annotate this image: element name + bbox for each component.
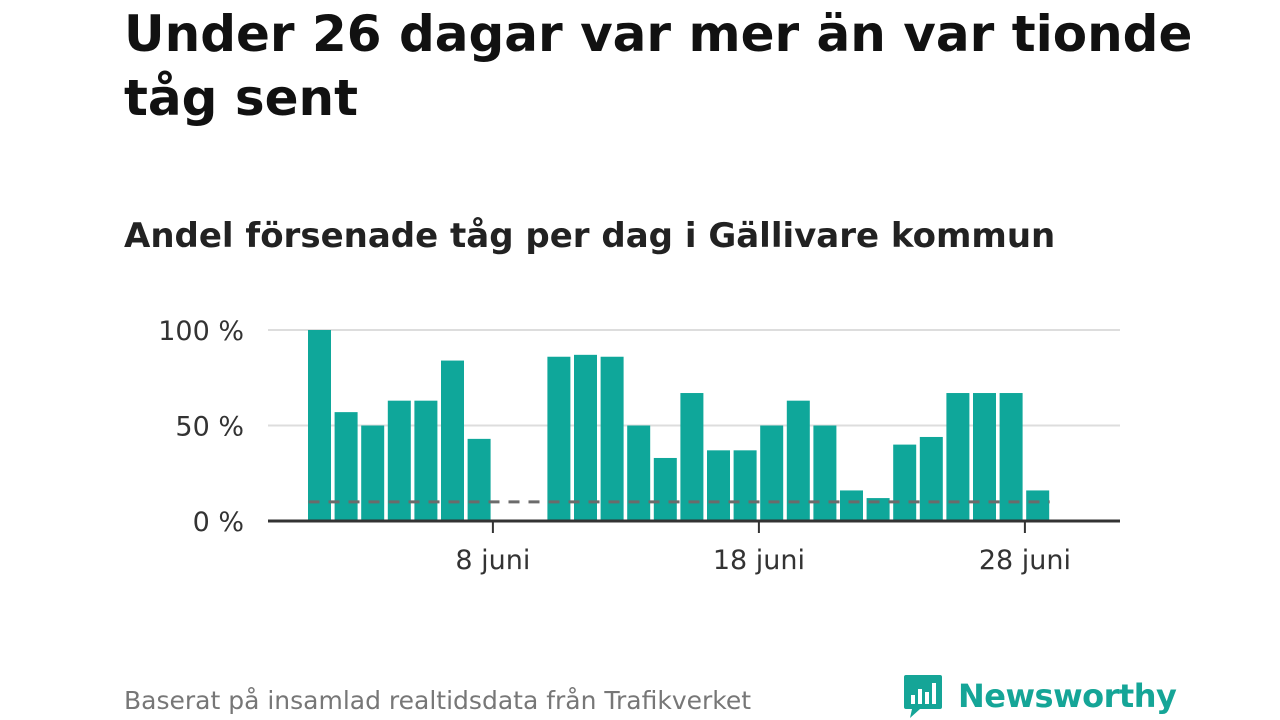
bar-chart: 0 % 50 % 100 % 8 juni 18 juni 28 juni (158, 316, 1120, 576)
y-tick-label: 0 % (193, 507, 244, 538)
x-axis-labels: 8 juni 18 juni 28 juni (455, 545, 1071, 576)
x-axis (268, 519, 1120, 533)
bar (919, 436, 943, 521)
bar (547, 356, 571, 521)
bar (813, 425, 837, 521)
bar (707, 450, 730, 521)
bar (946, 393, 970, 521)
bar (760, 425, 784, 521)
bar (600, 356, 624, 521)
bar (733, 450, 757, 521)
bar (361, 425, 385, 521)
bar (973, 393, 996, 521)
bar (334, 412, 358, 521)
bar (627, 425, 651, 521)
newsworthy-logo: Newsworthy (902, 672, 1177, 720)
source-note: Baserat på insamlad realtidsdata från Tr… (124, 686, 752, 715)
x-tick-label: 18 juni (713, 545, 805, 576)
bar (893, 444, 917, 521)
bar (866, 498, 890, 521)
bar (467, 438, 491, 521)
bar (653, 457, 677, 521)
bars (308, 330, 1050, 521)
bar-chart-speech-bubble-icon (904, 675, 942, 718)
bar (574, 354, 597, 521)
brand-name: Newsworthy (958, 677, 1177, 715)
bar (414, 400, 438, 521)
y-axis-labels: 0 % 50 % 100 % (158, 316, 244, 538)
bar (387, 400, 411, 521)
bar (840, 490, 863, 521)
chart-subtitle: Andel försenade tåg per dag i Gällivare … (124, 216, 1056, 256)
x-tick-label: 28 juni (979, 545, 1071, 576)
chart-headline: Under 26 dagar var mer än var tionde tåg… (124, 5, 1193, 127)
bar (1026, 490, 1050, 521)
bar (441, 360, 464, 521)
bar (786, 400, 810, 521)
x-tick-label: 8 juni (455, 545, 530, 576)
y-tick-label: 50 % (175, 412, 244, 443)
bar (308, 330, 331, 521)
bar (999, 393, 1023, 521)
bar (680, 393, 704, 521)
y-tick-label: 100 % (158, 316, 244, 347)
